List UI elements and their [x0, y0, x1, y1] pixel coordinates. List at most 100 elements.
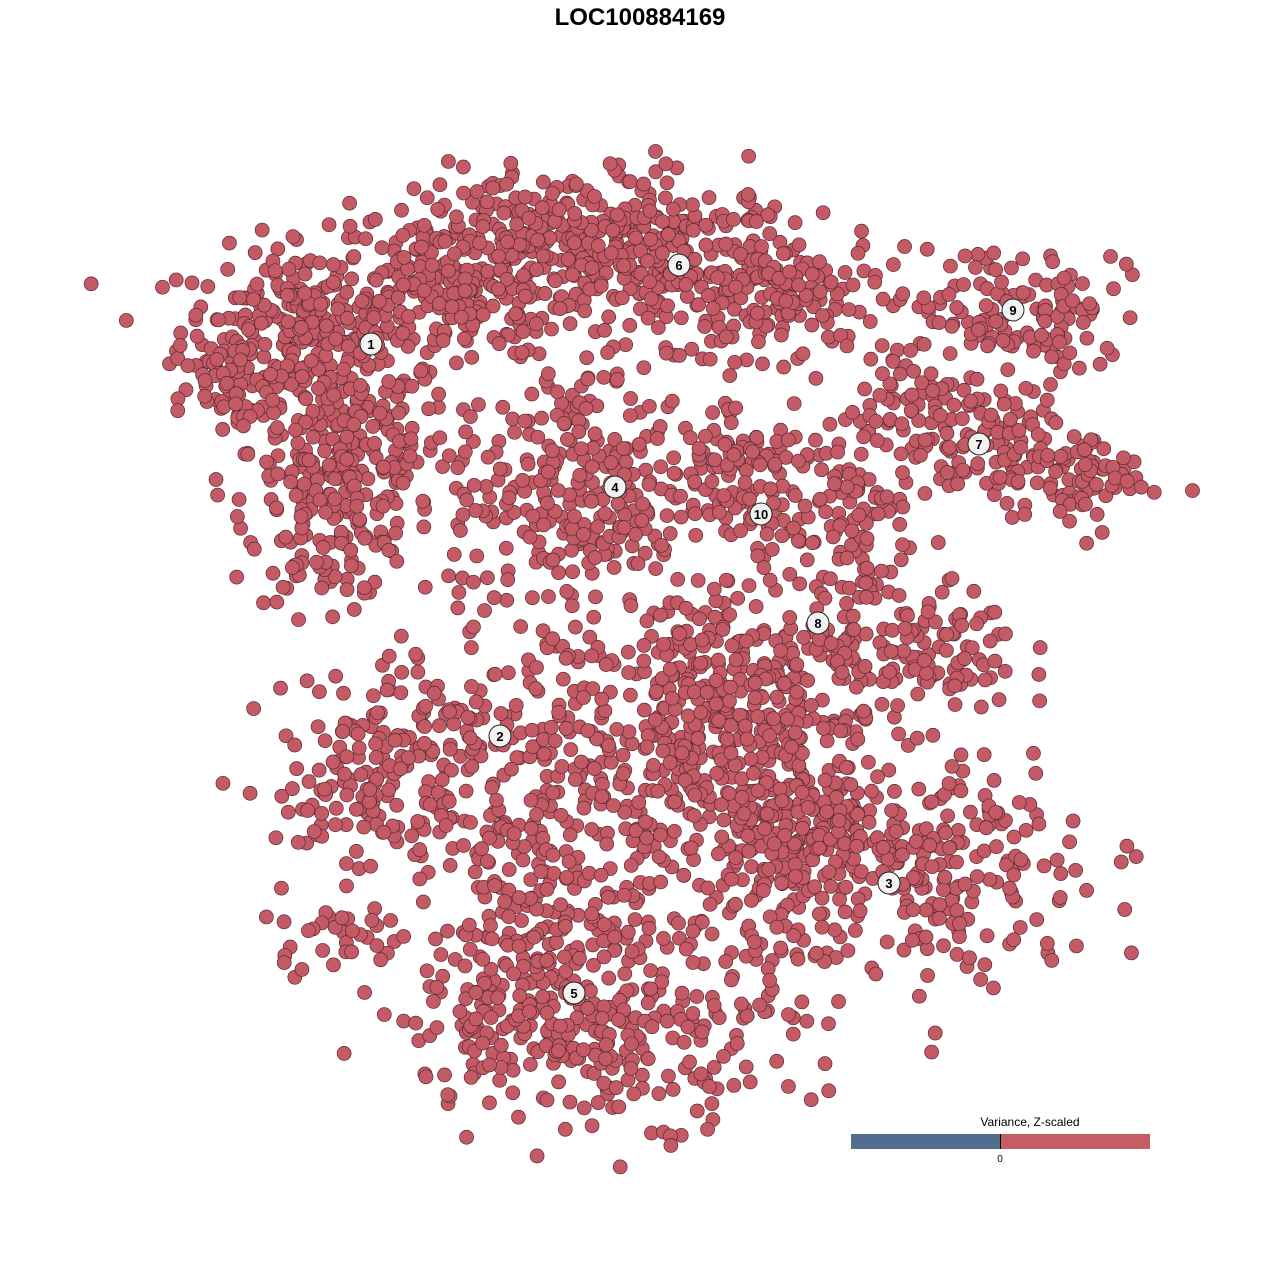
cell-point-cluster-9	[1099, 340, 1115, 356]
cell-point-cluster-2	[364, 912, 380, 928]
cell-point-cluster-8	[796, 630, 811, 645]
cell-point-cluster-5	[442, 704, 457, 720]
cell-point-cluster-2	[351, 740, 367, 756]
cell-point-cluster-6	[727, 301, 742, 317]
cell-point-cluster-6	[491, 248, 507, 264]
cell-point-cluster-6	[701, 190, 717, 205]
cell-point-cluster-5	[769, 1053, 785, 1069]
cell-point-cluster-6	[437, 234, 453, 249]
cell-point-cluster-5	[558, 721, 574, 736]
cell-point-cluster-6	[854, 223, 869, 239]
cell-point-cluster-8	[822, 416, 838, 432]
cell-point-cluster-7	[1042, 480, 1058, 496]
cell-point-cluster-6	[601, 309, 617, 325]
cell-point-cluster-7	[885, 354, 901, 369]
cell-point-cluster-4	[622, 408, 638, 423]
cell-point-cluster-4	[559, 584, 575, 599]
cell-point-cluster-8	[826, 476, 842, 491]
cell-point-cluster-6	[659, 175, 675, 191]
cell-point-cluster-9	[1043, 377, 1058, 392]
cell-point-cluster-2	[317, 781, 333, 797]
cell-point-cluster-10	[764, 541, 780, 557]
cell-point-cluster-5	[687, 787, 703, 803]
cell-point-cluster-3	[977, 957, 993, 973]
cell-point-cluster-1	[298, 414, 313, 430]
cell-point-cluster-7	[1040, 447, 1056, 463]
cell-point-cluster-5	[640, 1051, 656, 1067]
cell-point-cluster-9	[943, 258, 958, 274]
cell-point-cluster-1	[346, 249, 362, 264]
cell-point-cluster-5	[462, 730, 478, 746]
cell-point-cluster-5	[636, 702, 652, 718]
cell-point-cluster-5	[1113, 854, 1129, 870]
cluster-label-text: 9	[1009, 303, 1016, 318]
cell-point-cluster-4	[415, 493, 431, 509]
cell-point-cluster-5	[460, 710, 476, 725]
cell-point-cluster-7	[863, 351, 879, 367]
cell-point-cluster-5	[539, 953, 555, 968]
cell-point-cluster-6	[447, 246, 462, 262]
cell-point-cluster-6	[499, 271, 515, 287]
cell-point-cluster-5	[739, 1008, 755, 1024]
cell-point-cluster-7	[904, 387, 920, 403]
cell-point-cluster-6	[496, 205, 512, 221]
cell-point-cluster-5	[757, 821, 773, 837]
cell-point-cluster-4	[564, 598, 580, 614]
cell-point-cluster-6	[534, 200, 550, 216]
cell-point-cluster-1	[435, 333, 451, 348]
cell-point-cluster-4	[450, 460, 466, 476]
cell-point-cluster-2	[442, 858, 458, 873]
cell-point-cluster-7	[969, 371, 985, 387]
cell-point-cluster-4	[492, 461, 508, 477]
cell-point-cluster-5	[781, 1007, 796, 1022]
cell-point-cluster-5	[467, 864, 483, 880]
cell-point-cluster-3	[944, 759, 960, 774]
cell-point-cluster-7	[916, 336, 932, 352]
cell-point-cluster-4	[564, 542, 579, 558]
cell-point-cluster-6	[673, 310, 689, 326]
cell-point-cluster-5	[569, 1010, 585, 1026]
cell-point-cluster-7	[853, 446, 869, 462]
cell-point-cluster-5	[545, 631, 561, 647]
cell-point-cluster-9	[1052, 334, 1067, 350]
cell-point-cluster-4	[468, 503, 483, 518]
cell-point-cluster-5	[653, 874, 669, 890]
cell-point-cluster-4	[524, 386, 540, 402]
cell-point-cluster-5	[557, 949, 572, 965]
cell-point-cluster-7	[1072, 360, 1087, 376]
cell-point-cluster-3	[1036, 858, 1052, 874]
cell-point-cluster-10	[759, 526, 775, 542]
cell-point-cluster-8	[844, 523, 860, 539]
cell-point-cluster-3	[949, 854, 964, 870]
cell-point-cluster-5	[549, 934, 564, 950]
cell-point-cluster-2	[242, 785, 258, 801]
cell-point-cluster-2	[344, 923, 360, 939]
cell-point-cluster-1	[220, 261, 236, 277]
cell-point-cluster-5	[782, 610, 798, 625]
cell-point-cluster-1	[341, 338, 356, 354]
cell-point-cluster-2	[381, 782, 397, 798]
cell-point-cluster-7	[1011, 423, 1027, 438]
cell-point-cluster-1	[280, 314, 296, 330]
cell-point-cluster-5	[587, 550, 603, 565]
cell-point-cluster-6	[618, 337, 634, 353]
cell-point-cluster-5	[745, 766, 761, 781]
cell-point-cluster-4	[471, 397, 486, 412]
cell-point-cluster-8	[839, 479, 855, 495]
cell-point-cluster-3	[1049, 852, 1065, 868]
cell-point-cluster-3	[1062, 834, 1077, 850]
cell-point-cluster-2	[294, 962, 310, 977]
cell-point-cluster-10	[808, 432, 823, 448]
cell-point-cluster-6	[660, 227, 676, 242]
cell-point-cluster-1	[336, 361, 352, 377]
cell-point-cluster-5	[623, 1061, 639, 1076]
cell-point-cluster-5	[680, 708, 696, 724]
cell-point-cluster-3	[1031, 816, 1047, 832]
cell-point-cluster-5	[624, 1036, 639, 1052]
cell-point-cluster-5	[438, 818, 454, 833]
cell-point-cluster-3	[718, 954, 734, 969]
cell-point-cluster-8	[928, 614, 943, 630]
cell-point-cluster-8	[851, 507, 867, 523]
cell-point-cluster-2	[412, 842, 428, 857]
cell-point-cluster-7	[869, 433, 885, 448]
